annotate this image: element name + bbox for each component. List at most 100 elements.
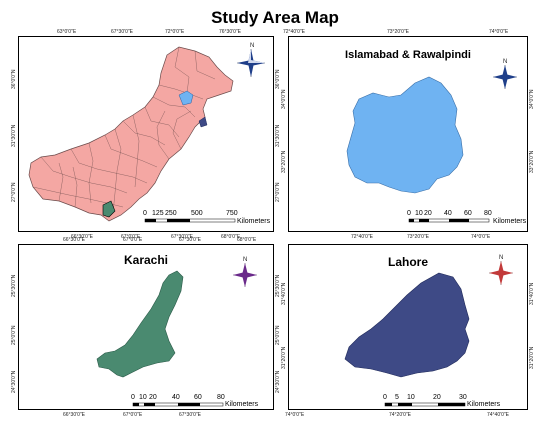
top-tick: 76°30'0"E (219, 29, 241, 35)
left-tick: 36°0'0"N (11, 69, 17, 89)
top-tick: 72°0'0"E (165, 29, 185, 35)
lahore-map (344, 261, 513, 407)
scale-label: 500 (191, 210, 203, 217)
scale-label: 20 (433, 394, 441, 401)
islamabad-region (178, 90, 194, 106)
panel-title: Islamabad & Rawalpindi (345, 49, 471, 61)
bottom-tick: 74°0'0"E (285, 412, 305, 418)
right-tick: 31°30'0"N (275, 124, 281, 147)
scale-label: 0 (383, 394, 387, 401)
pakistan-map (28, 46, 265, 223)
karachi-shape (96, 270, 184, 378)
bottom-tick: 72°40'0"E (351, 234, 373, 240)
left-tick: 31°40'0"N (281, 282, 287, 305)
scale-unit: Kilometers (225, 401, 259, 408)
scale-label: 750 (226, 210, 238, 217)
islamabad-map (346, 65, 517, 223)
right-tick: 34°0'0"N (529, 89, 535, 109)
scale-label: 0 (407, 210, 411, 217)
panel-title: Karachi (123, 253, 169, 267)
scale-bar (384, 402, 466, 407)
left-tick: 25°0'0"N (11, 325, 17, 345)
scale-label: 80 (217, 394, 225, 401)
scale-unit: Kilometers (493, 218, 527, 225)
scale-label: 0 (131, 394, 135, 401)
scale-bar (408, 218, 490, 223)
left-tick: 33°20'0"N (281, 150, 287, 173)
karachi-region (102, 200, 116, 218)
scale-label: 40 (172, 394, 180, 401)
left-tick: 25°30'0"N (11, 274, 17, 297)
right-tick: 31°40'0"N (529, 282, 535, 305)
scale-label: 20 (424, 210, 432, 217)
north-arrow-icon (237, 49, 265, 77)
top-tick: 73°20'0"E (387, 29, 409, 35)
top-tick: 72°40'0"E (283, 29, 305, 35)
bottom-tick: 66°30'0"E (63, 412, 85, 418)
right-tick: 25°0'0"N (275, 325, 281, 345)
bottom-tick: 74°40'0"E (487, 412, 509, 418)
north-label: N (250, 43, 255, 49)
left-tick: 31°20'0"N (281, 346, 287, 369)
lahore-shape (344, 272, 470, 378)
lahore-panel: Lahore 74°0'0"E 74°20'0"E 74°40'0"E 31°4… (281, 244, 535, 418)
scale-label: 30 (459, 394, 467, 401)
scale-label: 10 (407, 394, 415, 401)
left-tick: 27°0'0"N (11, 182, 17, 202)
scale-label: 10 (139, 394, 147, 401)
bottom-tick: 67°0'0"E (123, 412, 143, 418)
scale-label: 10 (415, 210, 423, 217)
scale-label: 250 (165, 210, 177, 217)
scale-label: 40 (444, 210, 452, 217)
north-arrow-icon (493, 65, 517, 89)
left-tick: 34°0'0"N (281, 89, 287, 109)
right-tick: 33°20'0"N (529, 150, 535, 173)
top-tick: 67°0'0"E (123, 237, 143, 243)
top-tick: 67°30'0"E (179, 237, 201, 243)
islamabad-panel: Islamabad & Rawalpindi 72°40'0"E 73°20'0… (281, 29, 535, 240)
right-tick: 36°0'0"N (275, 69, 281, 89)
north-label: N (499, 255, 504, 261)
top-tick: 74°0'0"E (489, 29, 509, 35)
scale-label: 20 (149, 394, 157, 401)
scale-label: 60 (194, 394, 202, 401)
right-tick: 24°30'0"N (275, 370, 281, 393)
bottom-tick: 74°20'0"E (389, 412, 411, 418)
scale-unit: Kilometers (467, 401, 501, 408)
map-title: Study Area Map (211, 8, 339, 27)
top-tick: 67°30'0"E (111, 29, 133, 35)
bottom-tick: 74°0'0"E (471, 234, 491, 240)
scale-label: 80 (484, 210, 492, 217)
panel-title: Lahore (387, 255, 428, 269)
islamabad-shape (346, 76, 464, 194)
bottom-tick: 67°0'0"E (121, 234, 141, 240)
bottom-tick: 67°30'0"E (179, 412, 201, 418)
scale-label: 0 (143, 210, 147, 217)
bottom-tick: 68°0'0"E (221, 234, 241, 240)
scale-unit: Kilometers (237, 218, 271, 225)
scale-bar (132, 402, 224, 407)
left-tick: 24°30'0"N (11, 370, 17, 393)
north-label: N (243, 257, 248, 263)
top-tick: 63°0'0"E (57, 29, 77, 35)
scale-label: 5 (395, 394, 399, 401)
right-tick: 31°20'0"N (529, 346, 535, 369)
karachi-panel: Karachi 66°30'0"E 67°0'0"E 67°30'0"E 68°… (11, 237, 281, 418)
bottom-tick: 66°30'0"E (71, 234, 93, 240)
north-arrow-icon (489, 261, 513, 285)
karachi-map (96, 263, 257, 407)
scale-bar (144, 218, 236, 223)
scale-label: 60 (464, 210, 472, 217)
top-tick: 66°30'0"E (63, 237, 85, 243)
pakistan-outline (28, 46, 234, 222)
lahore-region (198, 116, 208, 128)
scale-label: 125 (152, 210, 164, 217)
bottom-tick: 67°30'0"E (171, 234, 193, 240)
pakistan-panel: 63°0'0"E 67°30'0"E 72°0'0"E 76°30'0"E 36… (11, 29, 281, 240)
right-tick: 27°0'0"N (275, 182, 281, 202)
top-tick: 68°0'0"E (237, 237, 257, 243)
bottom-tick: 73°20'0"E (407, 234, 429, 240)
north-label: N (503, 59, 508, 65)
north-arrow-icon (233, 263, 257, 287)
left-tick: 31°30'0"N (11, 124, 17, 147)
